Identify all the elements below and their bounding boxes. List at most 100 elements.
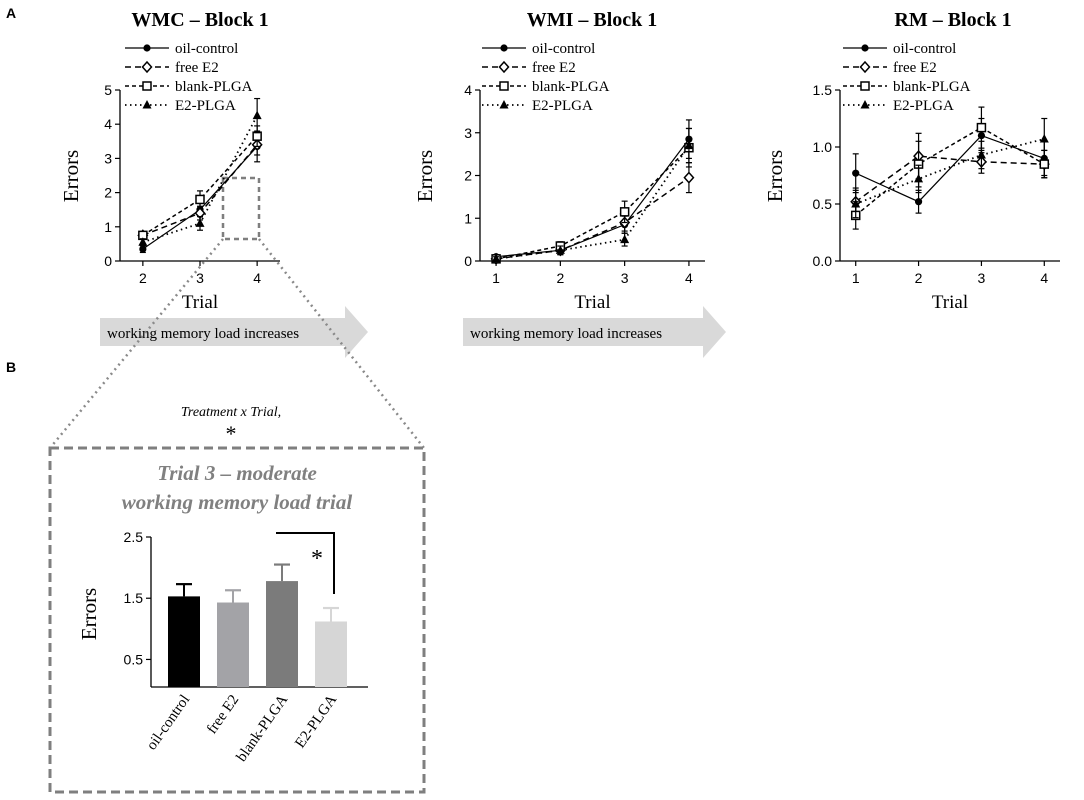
marker-diamond [683,171,695,184]
marker-square [976,122,987,133]
x-tick-label: 4 [253,270,261,286]
legend: oil-control free E2 blank-PLGA E2-PLGA [843,41,971,114]
legend-marker-circle [143,44,151,52]
series-line [855,138,1045,205]
arrow-label: working memory load increases [107,326,299,342]
marker-square [619,207,630,217]
x-tick-label: E2-PLGA [292,692,340,751]
x-axis-label: Trial [574,292,610,313]
series-e2-plga [138,97,262,247]
interaction-note: Treatment x Trial, [181,405,281,420]
x-tick-label: 3 [978,270,986,286]
y-tick-label: 1.0 [813,139,833,155]
series-oil-control [492,119,693,261]
legend-marker-circle [861,44,869,52]
x-tick-label: oil-control [144,692,193,753]
inset-title-line1: Trial 3 – moderate [157,461,317,485]
significance-bracket [276,532,335,594]
x-axis-label: Trial [182,292,218,313]
legend-label: E2-PLGA [532,98,593,114]
x-tick-label: 1 [852,270,860,286]
series-e2-plga [491,127,694,263]
y-tick-label: 2.5 [124,529,144,545]
y-axis-label: Errors [59,150,83,202]
bar-free-e2 [217,602,249,687]
x-tick-label: blank-PLGA [234,692,292,765]
y-tick-label: 1 [464,210,472,226]
series-line [855,126,1045,216]
marker-triangle [252,110,262,120]
load-arrow-2: working memory load increases [463,306,726,358]
marker-triangle [1039,134,1049,143]
series-free-e2 [490,162,695,265]
panel-label-b: B [6,359,16,375]
y-tick-label: 0 [464,253,472,269]
legend-marker-diamond [859,60,871,74]
series-free-e2 [850,132,1050,216]
marker-triangle [620,234,630,244]
legend-label: blank-PLGA [175,79,253,95]
bar-oil-control [168,596,200,687]
y-tick-label: 4 [464,82,472,98]
marker-square [1039,159,1050,169]
x-tick-label: 1 [492,270,500,286]
marker-triangle [914,173,924,183]
y-axis-label: Errors [763,150,787,202]
bar-chart-trial-3: 0.5 1.5 2.5 Errors oil-control free E2blank-P… [77,529,368,765]
chart-title: RM – Block 1 [894,9,1011,31]
significance-star: * [311,546,323,572]
series-line [855,155,1045,203]
series-line [495,145,690,260]
x-axis-label: Trial [932,292,968,313]
chart-title: WMI – Block 1 [527,9,658,31]
legend-marker-circle [500,44,508,52]
legend: oil-control free E2 blank-PLGA E2-PLGA [482,41,610,114]
interaction-star: * [226,421,237,446]
y-axis-label: Errors [413,150,437,202]
line-chart-3: RM – Block 1 0.0 0.5 1.0 1.5 1 2 3 4 Trial Errors o… [763,9,1060,313]
series-oil-control [852,117,1048,214]
marker-circle [914,198,923,206]
arrow-label: working memory load increases [470,326,662,342]
y-tick-label: 0.5 [124,651,144,667]
legend-label: free E2 [175,60,219,76]
legend-label: oil-control [893,41,956,57]
x-tick-label: 4 [685,270,693,286]
line-chart-2: WMI – Block 1 0 1 2 3 4 1 2 3 4 Trial Errors oil-con… [413,9,705,313]
y-axis-label: Errors [77,588,101,640]
marker-circle [852,169,860,177]
marker-triangle [684,140,694,150]
panel-label-a: A [6,5,16,21]
legend-marker-triangle [499,100,509,109]
marker-triangle [138,237,148,246]
legend: oil-control free E2 blank-PLGA E2-PLGA [125,41,253,114]
y-tick-label: 3 [464,125,472,141]
x-tick-label: 3 [621,270,629,286]
y-tick-label: 2 [104,185,112,201]
x-tick-label: 4 [1040,270,1048,286]
legend-marker-square [499,81,509,91]
legend-marker-square [860,81,870,91]
series-e2-plga [851,117,1049,219]
inset-title-line2: working memory load trial [122,490,353,514]
y-tick-label: 4 [104,116,112,132]
x-tick-label: 2 [915,270,923,286]
series-line [142,135,258,236]
legend-marker-triangle [142,100,152,109]
marker-triangle [555,245,565,254]
bar-blank-plga [266,581,298,687]
x-tick-label: 3 [196,270,204,286]
marker-triangle [976,149,986,159]
legend-marker-triangle [860,100,870,109]
arrow-shape [100,306,368,358]
marker-square [252,131,262,141]
y-tick-label: 1.5 [124,590,144,606]
y-tick-label: 5 [104,82,112,98]
legend-marker-diamond [498,60,510,74]
marker-triangle [195,218,205,227]
series-line [495,147,690,260]
legend-marker-diamond [141,60,153,74]
legend-marker-square [142,81,152,91]
x-tick-label: 2 [139,270,147,286]
